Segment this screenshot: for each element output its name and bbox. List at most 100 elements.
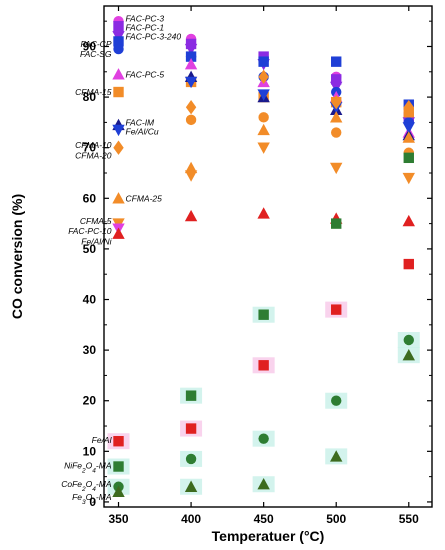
y-tick-label: 80: [83, 90, 97, 104]
data-point-square: [113, 36, 124, 47]
data-point-triangle-up: [402, 131, 415, 143]
series-annotation: FAC-PC-3: [126, 14, 165, 24]
series-annotation: Fe/Al/Ni: [81, 236, 112, 246]
annotation-text-part: 4: [92, 498, 96, 505]
data-point-circle: [258, 433, 269, 444]
x-axis-title: Temperatuer (°C): [212, 528, 325, 544]
annotation-text-part: FAC-PC-3: [126, 14, 165, 24]
data-point-square: [331, 218, 342, 229]
series-annotation: Fe/Al/Cu: [126, 127, 159, 137]
annotation-text-part: 4: [92, 486, 96, 493]
data-point-triangle-down: [184, 43, 198, 56]
data-point-circle: [185, 51, 197, 62]
annotation-text-part: 4: [92, 467, 96, 474]
annotation-text-part: FAC-SG: [80, 49, 112, 59]
series-annotation: FAC-IM: [126, 117, 156, 127]
annotation-text-part: -MA: [96, 461, 112, 471]
data-point-square: [185, 390, 197, 401]
data-point-triangle-down: [184, 170, 198, 182]
annotation-text-part: Fe/Al/Ni: [81, 236, 112, 246]
data-point-square: [258, 309, 269, 320]
data-point-triangle-up: [112, 485, 125, 498]
data-point-diamond: [113, 140, 124, 155]
data-point-triangle-up: [402, 214, 415, 227]
y-tick-label: 90: [83, 39, 97, 53]
annotation-text-part: FAC-CP: [80, 39, 111, 49]
data-point-diamond: [331, 94, 342, 110]
annotation-text-part: FAC-IM: [126, 117, 156, 127]
y-tick-label: 70: [83, 141, 97, 155]
series-annotation: NiFe2O4-MA: [64, 461, 112, 475]
data-point-diamond: [258, 69, 269, 85]
data-point-triangle-up: [330, 111, 343, 123]
data-point-square: [331, 56, 342, 67]
annotation-text-part: CFMA-15: [75, 87, 112, 97]
annotation-text-part: Fe/Al: [92, 435, 113, 445]
data-point-square: [258, 56, 269, 67]
annotation-text-part: CFMA-20: [75, 150, 112, 160]
data-point-triangle-up: [257, 478, 270, 490]
annotation-text-part: FAC-PC-1: [126, 22, 165, 32]
data-point-square: [113, 436, 124, 447]
data-point-circle: [403, 334, 414, 346]
highlight-layer: [107, 301, 420, 495]
data-point-square: [403, 258, 414, 270]
data-point-square: [258, 360, 269, 371]
x-tick-label: 400: [181, 512, 201, 526]
annotation-text-part: -MA: [96, 492, 112, 502]
data-point-triangle-down: [330, 162, 343, 175]
series-annotation: FAC-PC-3-240: [126, 31, 182, 41]
series-annotation: FAC-PC-1: [126, 22, 165, 32]
annotation-text-part: Fe/Al/Cu: [126, 127, 159, 137]
data-point-triangle-up: [184, 57, 198, 70]
series-annotation: Fe3O4-MA: [72, 492, 112, 506]
data-point-square: [331, 304, 342, 315]
data-point-circle: [185, 114, 197, 126]
data-point-triangle-up: [112, 227, 125, 239]
y-tick-label: 0: [89, 495, 96, 509]
x-tick-label: 450: [254, 512, 274, 526]
series-annotation: CFMA-5: [80, 216, 112, 226]
annotation-text-part: CoFe: [61, 479, 82, 489]
annotation-text-part: O: [86, 479, 93, 489]
data-point-square: [113, 86, 124, 98]
series-annotation: CFMA-15: [75, 87, 112, 97]
data-point-triangle-up: [184, 480, 198, 492]
data-point-diamond: [403, 100, 414, 115]
series-annotation: CFMA-25: [126, 193, 163, 203]
data-point-triangle-down: [112, 124, 125, 137]
data-point-triangle-down: [402, 172, 415, 185]
data-point-circle: [331, 127, 342, 138]
annotation-text-part: O: [86, 492, 93, 502]
data-point-triangle-up: [257, 123, 270, 136]
annotation-text-part: NiFe: [64, 461, 82, 471]
data-point-triangle-down: [257, 89, 270, 101]
axes: 350 400 450 500 550 0 10 20 30 40 50 60 70 80 90: [83, 5, 433, 526]
series-annotation: CFMA-10: [75, 140, 112, 150]
series-annotation: FAC-CP: [80, 39, 111, 49]
data-point-triangle-up: [402, 348, 415, 361]
data-point-triangle-up: [257, 207, 270, 219]
series-annotation: FAC-PC-5: [126, 69, 165, 79]
y-axis-title: CO conversion (%): [9, 194, 25, 319]
y-tick-label: 40: [83, 293, 97, 307]
y-tick-label: 50: [83, 242, 97, 256]
data-point-circle: [185, 453, 197, 465]
data-point-square: [185, 423, 197, 434]
annotation-text-part: FAC-PC-10: [68, 226, 112, 236]
data-point-triangle-down: [184, 76, 198, 89]
x-tick-label: 550: [399, 512, 419, 526]
annotation-text-part: O: [86, 461, 93, 471]
y-tick-label: 60: [83, 191, 97, 205]
data-point-circle: [258, 112, 269, 123]
data-point-triangle-up: [184, 161, 198, 174]
annotation-text-part: Fe: [72, 492, 82, 502]
annotation-text-part: CFMA-5: [80, 216, 112, 226]
series-annotation: CFMA-20: [75, 150, 112, 160]
series-annotation: FAC-PC-10: [68, 226, 112, 236]
y-tick-label: 10: [83, 444, 97, 458]
data-point-square: [113, 21, 124, 32]
series-annotation: CoFe2O4-MA: [61, 479, 112, 493]
